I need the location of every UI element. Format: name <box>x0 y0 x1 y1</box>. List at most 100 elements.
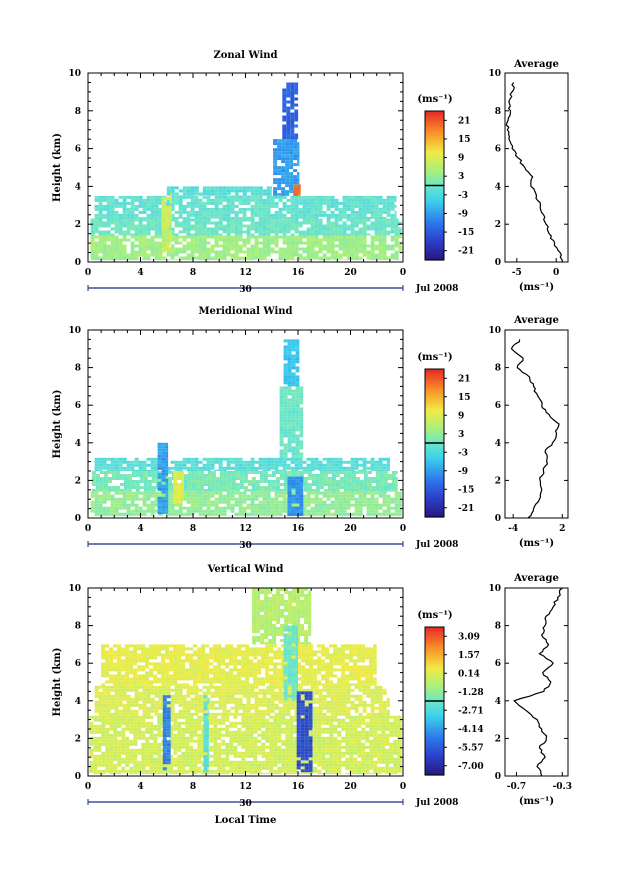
heatmap-cell <box>282 109 287 113</box>
heatmap-cell <box>374 195 379 199</box>
heatmap-cell <box>174 233 179 236</box>
colorbar-segment <box>425 475 444 479</box>
heatmap-cell <box>250 224 255 228</box>
heatmap-cell <box>262 469 267 471</box>
heatmap-cell <box>189 715 194 719</box>
heatmap-cell <box>202 201 207 205</box>
heatmap-cell <box>102 216 107 219</box>
heatmap-cell <box>109 772 114 775</box>
heatmap-cell <box>169 745 174 749</box>
heatmap-cell <box>190 460 195 464</box>
heatmap-cell <box>206 259 211 261</box>
heatmap-cell <box>306 216 311 219</box>
heatmap-cell <box>382 241 387 245</box>
heatmap-cell <box>238 230 243 234</box>
heatmap-cell <box>113 718 118 722</box>
heatmap-cell <box>374 463 379 467</box>
heatmap-cell <box>186 218 191 222</box>
heatmap-cell <box>249 748 254 752</box>
heatmap-cell <box>154 216 159 219</box>
heatmap-cell <box>274 201 279 205</box>
heatmap-cell <box>378 503 383 507</box>
heatmap-cell <box>273 181 278 185</box>
heatmap-cell <box>370 247 375 251</box>
heatmap-cell <box>218 227 223 231</box>
heatmap-cell <box>214 210 219 214</box>
heatmap-cell <box>89 769 94 773</box>
heatmap-cell <box>235 477 240 480</box>
heatmap-cell <box>182 259 187 261</box>
heatmap-cell <box>342 500 347 504</box>
heatmap-cell <box>234 457 239 461</box>
heatmap-cell <box>230 244 235 248</box>
heatmap-cell <box>246 250 251 254</box>
heatmap-cell <box>287 375 292 379</box>
heatmap-cell <box>250 491 255 495</box>
heatmap-cell <box>265 745 270 749</box>
heatmap-cell <box>198 466 203 470</box>
heatmap-cell <box>322 198 327 202</box>
heatmap-cell <box>270 463 275 467</box>
colorbar-segment <box>425 484 444 488</box>
heatmap-cell <box>266 244 271 248</box>
heatmap-cell <box>111 486 116 489</box>
heatmap-cell <box>295 422 300 426</box>
heatmap-cell <box>350 213 355 217</box>
heatmap-cell <box>279 425 284 429</box>
heatmap-cell <box>295 375 300 379</box>
heatmap-cell <box>125 718 130 722</box>
heatmap-cell <box>141 769 146 773</box>
heatmap-cell <box>289 715 294 719</box>
heatmap-cell <box>270 198 275 202</box>
heatmap-cell <box>245 715 250 719</box>
heatmap-cell <box>302 509 307 513</box>
heatmap-cell <box>263 489 268 492</box>
heatmap-cell <box>281 769 286 773</box>
heatmap-cell <box>157 508 162 512</box>
heatmap-cell <box>209 748 214 752</box>
heatmap-cell <box>214 216 219 219</box>
heatmap-cell <box>201 760 206 764</box>
heatmap-cell <box>142 460 147 464</box>
heatmap-cell <box>122 494 127 498</box>
heatmap-cell <box>214 512 219 516</box>
heatmap-cell <box>290 106 295 110</box>
heatmap-cell <box>170 491 175 495</box>
heatmap-cell <box>233 715 238 719</box>
heatmap-cell <box>170 250 175 254</box>
heatmap-cell <box>245 730 250 734</box>
heatmap-cell <box>202 192 207 196</box>
colorbar-segment <box>425 502 444 506</box>
heatmap-cell <box>261 763 266 767</box>
heatmap-cell <box>289 187 294 191</box>
heatmap-cell <box>281 187 286 191</box>
heatmap-cell <box>338 227 343 231</box>
average-profile-line <box>505 82 564 263</box>
heatmap-cell <box>350 233 355 236</box>
colorbar-segment <box>425 123 444 127</box>
heatmap-cell <box>185 769 190 773</box>
colorbar-segment <box>425 482 444 486</box>
heatmap-cell <box>366 210 371 214</box>
heatmap-cell <box>238 216 243 219</box>
heatmap-cell <box>98 469 103 471</box>
colorbar-segment <box>425 514 444 518</box>
heatmap-cell <box>370 497 375 501</box>
heatmap-cell <box>281 193 286 196</box>
heatmap-cell <box>127 474 132 477</box>
heatmap-cell <box>249 742 254 746</box>
heatmap-cell <box>106 230 111 234</box>
heatmap-cell <box>246 195 251 199</box>
heatmap-cell <box>310 250 315 254</box>
heatmap-cell <box>286 91 291 95</box>
heatmap-cell <box>394 204 397 208</box>
heatmap-cell <box>371 477 376 480</box>
heatmap-cell <box>133 757 138 761</box>
heatmap-cell <box>130 460 135 464</box>
heatmap-cell <box>293 142 298 146</box>
heatmap-cell <box>319 486 324 489</box>
heatmap-cell <box>390 224 395 228</box>
heatmap-cell <box>295 488 300 492</box>
heatmap-cell <box>338 253 343 257</box>
heatmap-cell <box>370 224 375 228</box>
